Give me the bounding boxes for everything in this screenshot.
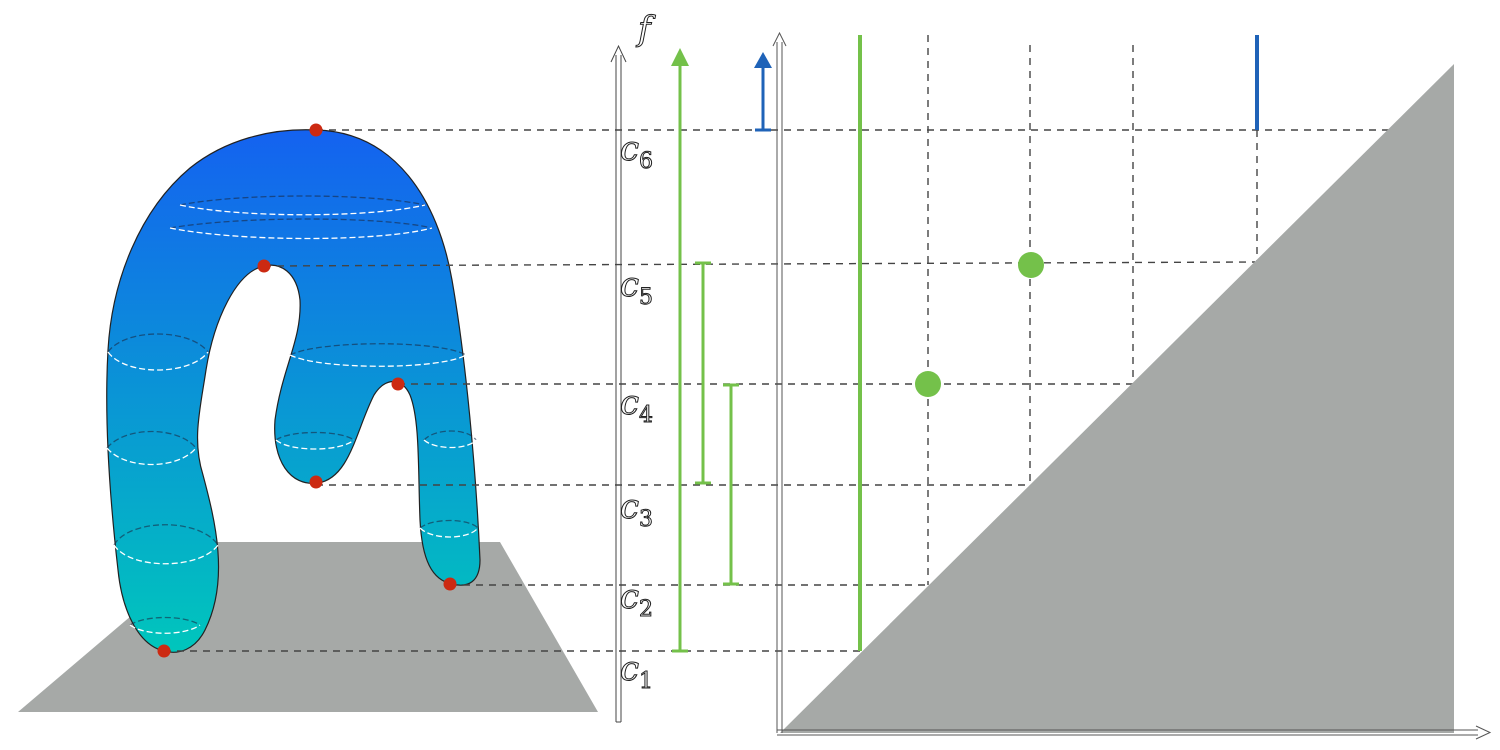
contour-leftleg-4-front xyxy=(129,624,201,634)
f-axis-arrowhead xyxy=(610,44,627,63)
label-c3: c3 xyxy=(620,487,653,532)
contour-leftleg-3-front xyxy=(113,544,219,565)
contour-top2-front xyxy=(169,227,433,240)
surface-body xyxy=(106,129,481,653)
pd-point-h0-c3-c5 xyxy=(1018,252,1044,278)
barcode-h1-c6-arrowhead xyxy=(754,52,772,68)
diagonal-region xyxy=(780,64,1454,733)
contour-rightleg-1-front xyxy=(423,439,477,449)
critical-value-labels: c6 c5 c4 c3 c2 c1 xyxy=(620,129,654,695)
critical-point-c4 xyxy=(391,377,405,391)
contour-top2-back xyxy=(169,218,433,229)
persistence-diagram xyxy=(772,31,1492,740)
label-c1: c1 xyxy=(620,649,653,694)
contour-leftleg-4-back xyxy=(129,616,201,626)
guide-c5 xyxy=(263,261,1256,267)
label-c2: c2 xyxy=(620,577,653,622)
contour-rightleg-1-back xyxy=(423,430,477,441)
surface xyxy=(106,129,481,653)
contour-leftleg-2-front xyxy=(106,447,197,466)
contour-mid-front xyxy=(289,354,467,367)
barcode-h0-c1-arrowhead xyxy=(671,48,689,66)
ground-plane xyxy=(18,542,598,712)
guide-lines xyxy=(164,35,1390,652)
critical-points xyxy=(157,123,457,658)
barcode xyxy=(671,48,772,653)
label-c5: c5 xyxy=(620,265,653,310)
label-c6: c6 xyxy=(620,129,653,174)
critical-point-c1 xyxy=(157,644,171,658)
contour-leftleg-1-front xyxy=(107,351,209,371)
f-axis-label: f xyxy=(635,9,656,49)
contour-top-back xyxy=(179,195,426,206)
label-c4: c4 xyxy=(620,383,653,428)
contour-leftleg-2-back xyxy=(106,430,197,449)
pd-point-h0-c2-c4 xyxy=(915,371,941,397)
contour-leftleg-1-back xyxy=(107,333,209,353)
critical-point-c2 xyxy=(443,577,457,591)
contour-rightleg-2-back xyxy=(419,519,479,529)
critical-point-c5 xyxy=(257,259,271,273)
pd-y-axis-arrowhead xyxy=(772,31,787,47)
contour-top-front xyxy=(179,204,426,216)
contour-hook-front xyxy=(275,439,355,450)
contour-mid-back xyxy=(289,343,467,356)
pd-x-axis-arrowhead xyxy=(1475,725,1492,740)
contour-leftleg-3-back xyxy=(113,524,219,546)
contour-hook-back xyxy=(275,431,355,441)
critical-point-c3 xyxy=(309,475,323,489)
contour-rightleg-2-front xyxy=(419,527,479,538)
critical-point-c6 xyxy=(309,123,323,137)
